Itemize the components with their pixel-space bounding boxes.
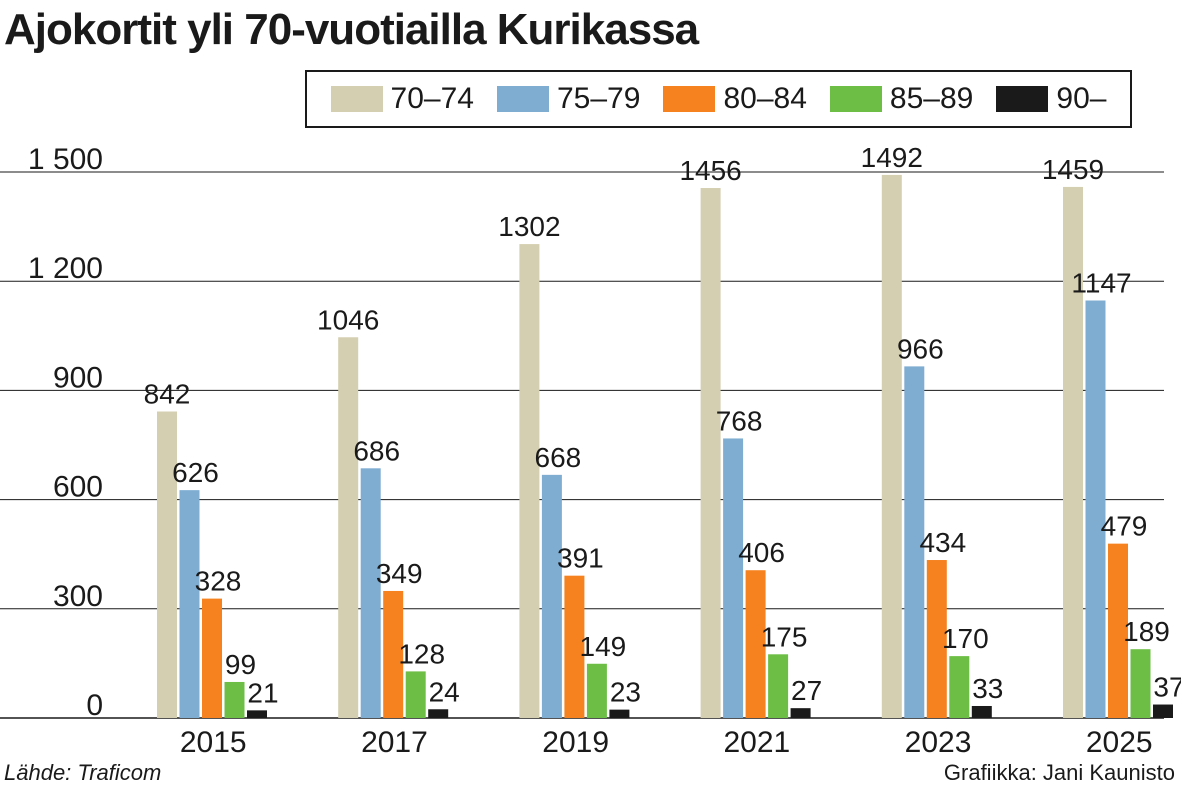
bar — [790, 708, 811, 718]
data-label: 99 — [225, 649, 256, 680]
bar — [247, 710, 267, 718]
legend-swatch — [663, 86, 716, 112]
x-tick-label: 2019 — [542, 726, 609, 755]
bar — [768, 654, 789, 718]
data-label: 626 — [172, 457, 219, 488]
data-label: 189 — [1123, 616, 1170, 647]
legend-item-80-84: 80–84 — [663, 82, 807, 116]
data-label: 1492 — [861, 142, 923, 173]
legend-item-90-plus: 90– — [996, 82, 1106, 116]
bar — [564, 575, 585, 718]
data-label: 1302 — [498, 211, 560, 242]
legend-label: 90– — [1056, 82, 1107, 115]
bar — [609, 709, 630, 718]
bar — [1085, 300, 1106, 718]
bar — [881, 174, 902, 719]
legend-label: 70–74 — [390, 82, 474, 115]
data-label: 328 — [195, 566, 242, 597]
data-label: 1459 — [1042, 154, 1104, 185]
data-label: 24 — [429, 676, 460, 707]
legend-swatch — [330, 86, 383, 112]
data-label: 149 — [580, 631, 627, 662]
legend-swatch — [829, 86, 882, 112]
data-label: 1456 — [679, 155, 741, 186]
data-label: 170 — [942, 623, 989, 654]
y-tick-label: 1 200 — [28, 252, 103, 285]
x-tick-label: 2015 — [180, 726, 247, 755]
bar — [360, 468, 381, 718]
bar — [405, 671, 426, 718]
y-tick-label: 0 — [86, 689, 103, 722]
y-tick-label: 1 500 — [28, 143, 103, 176]
legend-item-85-89: 85–89 — [829, 82, 974, 116]
bar — [586, 663, 607, 718]
data-label: 349 — [376, 558, 423, 589]
legend-item-70-74: 70–74 — [330, 82, 474, 116]
data-label: 33 — [972, 673, 1003, 704]
bar — [1130, 649, 1151, 718]
data-label: 21 — [247, 677, 278, 708]
data-label: 391 — [557, 543, 604, 574]
data-label: 668 — [535, 442, 582, 473]
y-tick-label: 300 — [53, 580, 103, 613]
bar — [338, 337, 359, 718]
legend: 70–74 75–79 80–84 85–89 90– — [305, 70, 1132, 128]
bar — [157, 411, 177, 718]
bar — [179, 490, 200, 718]
legend-label: 85–89 — [889, 82, 974, 115]
bar — [1108, 543, 1128, 718]
bar — [541, 474, 562, 718]
bar — [723, 438, 744, 718]
legend-label: 80–84 — [723, 82, 807, 115]
chart-title: Ajokortit yli 70-vuotiailla Kurikassa — [4, 5, 699, 54]
data-label: 686 — [353, 435, 400, 466]
x-tick-label: 2023 — [905, 726, 972, 755]
legend-item-75-79: 75–79 — [496, 82, 641, 116]
data-label: 27 — [791, 675, 822, 706]
legend-label: 75–79 — [556, 82, 641, 115]
bar — [949, 656, 970, 718]
data-label: 128 — [398, 638, 445, 669]
bar — [224, 681, 245, 718]
data-label: 1046 — [317, 304, 379, 335]
x-tick-label: 2017 — [361, 726, 428, 755]
data-label: 842 — [144, 379, 191, 410]
data-label: 37 — [1153, 672, 1181, 703]
x-tick-label: 2025 — [1086, 726, 1153, 755]
data-label: 23 — [610, 677, 641, 708]
x-tick-label: 2021 — [723, 726, 790, 755]
bar — [519, 244, 540, 718]
y-tick-label: 900 — [53, 361, 103, 394]
data-label: 175 — [761, 621, 808, 652]
bar — [700, 188, 721, 718]
legend-swatch — [996, 86, 1049, 112]
bar — [383, 590, 404, 718]
data-label: 1147 — [1071, 267, 1131, 298]
data-label: 966 — [897, 333, 944, 364]
source-note: Lähde: Traficom — [4, 760, 162, 785]
bar — [1063, 186, 1083, 718]
data-label: 434 — [919, 527, 966, 558]
bar — [971, 705, 992, 718]
credit-note: Grafiikka: Jani Kaunisto — [943, 760, 1175, 785]
bar — [202, 598, 222, 718]
data-label: 768 — [716, 405, 763, 436]
bar — [745, 570, 766, 718]
bar — [926, 560, 947, 718]
data-label: 406 — [738, 537, 785, 568]
y-tick-label: 600 — [53, 471, 103, 504]
bar — [1153, 704, 1173, 718]
bar — [428, 709, 449, 718]
bar — [904, 366, 925, 718]
legend-swatch — [496, 86, 549, 112]
data-label: 479 — [1101, 511, 1148, 542]
